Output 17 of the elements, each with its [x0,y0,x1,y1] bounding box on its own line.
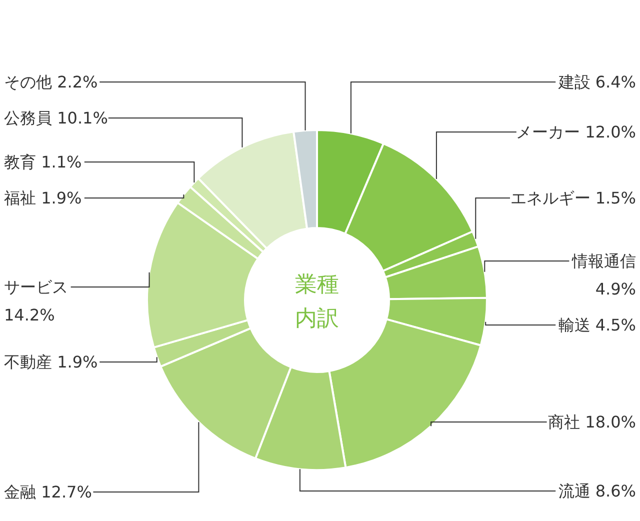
slice-label: 不動産 1.9% [4,352,98,372]
slice-label: 金融 12.7% [4,482,92,502]
slice-label: 流通 8.6% [558,482,636,501]
slice-label: その他 2.2% [4,72,98,92]
data-label: 14.2% [4,306,55,325]
slice-label: 福祉 1.9% [4,188,82,208]
slice-label: サービス [4,278,68,297]
slice-label: エネルギー 1.5% [510,188,636,208]
text: 業種内訳 [295,272,339,332]
slice-label: メーカー 12.0% [516,122,636,142]
slice-label: 商社 18.0% [548,412,636,432]
slice-label: 建設 6.4% [557,72,636,92]
slice-label: 教育 1.1% [4,152,82,172]
slice-label: 公務員 10.1% [4,108,108,128]
slice-label: 情報通信 [571,252,636,271]
data-label: 4.9% [595,280,636,299]
slice-label: 輸送 4.5% [558,316,636,335]
